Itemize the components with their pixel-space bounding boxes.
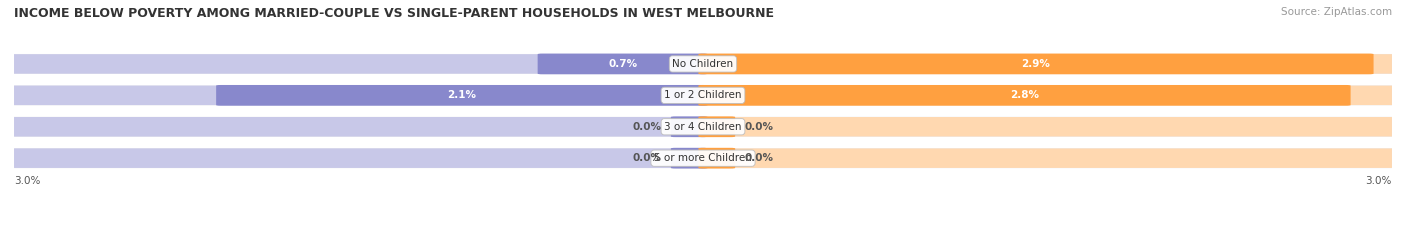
FancyBboxPatch shape	[14, 86, 703, 105]
Text: 3.0%: 3.0%	[1365, 176, 1392, 186]
FancyBboxPatch shape	[14, 54, 703, 74]
Text: Source: ZipAtlas.com: Source: ZipAtlas.com	[1281, 7, 1392, 17]
FancyBboxPatch shape	[537, 54, 707, 74]
FancyBboxPatch shape	[14, 148, 675, 168]
FancyBboxPatch shape	[4, 116, 1402, 138]
FancyBboxPatch shape	[699, 148, 735, 168]
FancyBboxPatch shape	[14, 117, 675, 137]
Text: 5 or more Children: 5 or more Children	[654, 153, 752, 163]
Text: No Children: No Children	[672, 59, 734, 69]
FancyBboxPatch shape	[14, 117, 675, 137]
FancyBboxPatch shape	[699, 85, 1351, 106]
FancyBboxPatch shape	[14, 148, 675, 168]
FancyBboxPatch shape	[699, 116, 735, 137]
Text: 2.1%: 2.1%	[447, 90, 477, 100]
FancyBboxPatch shape	[703, 54, 1392, 74]
Text: 3 or 4 Children: 3 or 4 Children	[664, 122, 742, 132]
Text: 1 or 2 Children: 1 or 2 Children	[664, 90, 742, 100]
FancyBboxPatch shape	[671, 148, 707, 168]
Text: 0.0%: 0.0%	[744, 153, 773, 163]
Text: 0.0%: 0.0%	[633, 122, 662, 132]
FancyBboxPatch shape	[731, 117, 1392, 137]
FancyBboxPatch shape	[703, 86, 1392, 105]
FancyBboxPatch shape	[4, 147, 1402, 169]
Text: 0.0%: 0.0%	[633, 153, 662, 163]
FancyBboxPatch shape	[4, 84, 1402, 106]
FancyBboxPatch shape	[671, 116, 707, 137]
Text: 2.9%: 2.9%	[1022, 59, 1050, 69]
Text: 2.8%: 2.8%	[1010, 90, 1039, 100]
FancyBboxPatch shape	[699, 54, 1374, 74]
FancyBboxPatch shape	[4, 53, 1402, 75]
FancyBboxPatch shape	[217, 85, 707, 106]
FancyBboxPatch shape	[731, 148, 1392, 168]
Text: INCOME BELOW POVERTY AMONG MARRIED-COUPLE VS SINGLE-PARENT HOUSEHOLDS IN WEST ME: INCOME BELOW POVERTY AMONG MARRIED-COUPL…	[14, 7, 775, 20]
Text: 0.0%: 0.0%	[744, 122, 773, 132]
Text: 0.7%: 0.7%	[607, 59, 637, 69]
Text: 3.0%: 3.0%	[14, 176, 41, 186]
